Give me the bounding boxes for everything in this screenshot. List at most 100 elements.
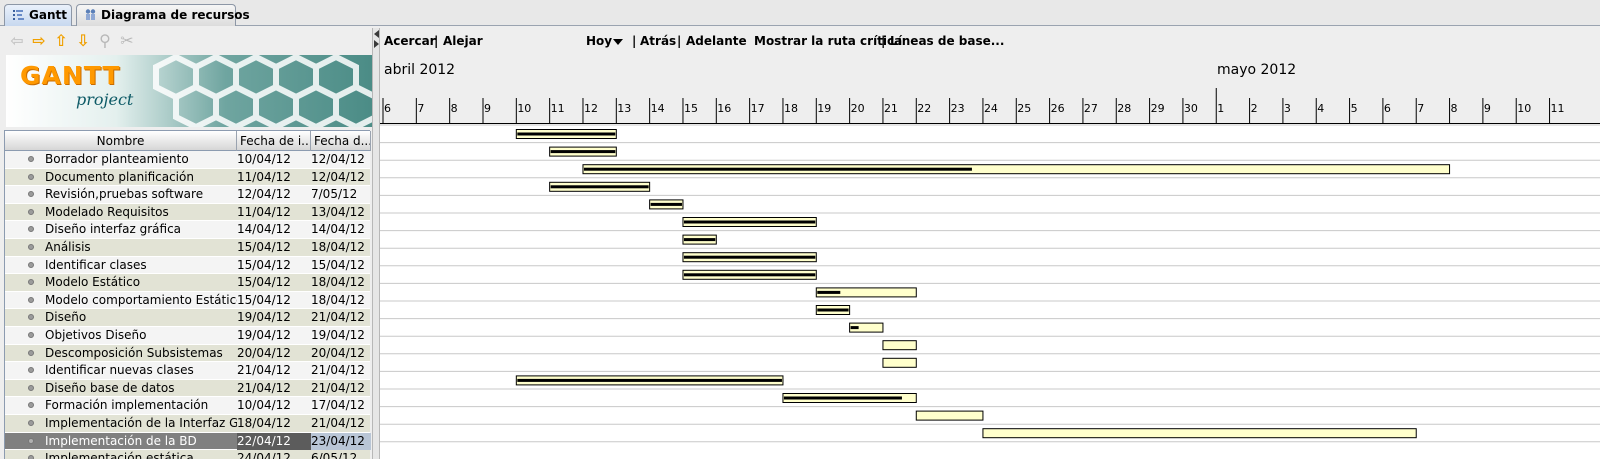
task-name[interactable]: Implementación de la Interfaz Grá...	[45, 415, 237, 430]
task-start-date[interactable]: 10/04/12	[237, 152, 291, 166]
table-row[interactable]: Diseño 19/04/12 21/04/12	[5, 309, 370, 327]
zoom-out-button[interactable]: Alejar	[443, 34, 483, 48]
arrow-down-icon[interactable]: ⇩	[76, 31, 90, 50]
back-button[interactable]: Atrás	[640, 34, 677, 48]
task-end-date[interactable]: 12/04/12	[311, 169, 365, 184]
task-end-date[interactable]: 7/05/12	[311, 187, 358, 202]
task-start-date[interactable]: 20/04/12	[237, 345, 291, 360]
table-row[interactable]: Modelo Estático 15/04/12 18/04/12	[5, 274, 370, 292]
task-name[interactable]: Identificar clases	[45, 257, 147, 272]
day-label: 14	[651, 102, 665, 115]
task-end-date[interactable]: 21/04/12	[311, 363, 365, 378]
table-row[interactable]: Análisis 15/04/12 18/04/12	[5, 238, 370, 257]
task-start-date[interactable]: 14/04/12	[237, 222, 291, 237]
task-bullet-icon	[28, 419, 34, 426]
task-name[interactable]: Implementación de la BD	[45, 433, 197, 448]
task-start-date[interactable]: 11/04/12	[237, 169, 291, 184]
critical-path-button[interactable]: Mostrar la ruta crítica	[754, 34, 903, 48]
task-name[interactable]: Identificar nuevas clases	[45, 363, 194, 378]
task-start-date[interactable]: 15/04/12	[237, 257, 291, 272]
tab-gantt[interactable]: Gantt	[4, 4, 72, 26]
task-start-date[interactable]: 19/04/12	[237, 327, 291, 342]
task-name[interactable]: Análisis	[45, 239, 91, 254]
table-row[interactable]: Diseño interfaz gráfica 14/04/12 14/04/12	[5, 221, 370, 239]
task-start-date[interactable]: 15/04/12	[237, 292, 291, 307]
task-name[interactable]: Modelo Estático	[45, 275, 141, 290]
collapse-left-icon[interactable]	[374, 30, 379, 38]
task-start-date[interactable]: 10/04/12	[237, 398, 291, 413]
column-header-start[interactable]: Fecha de i...	[237, 131, 311, 151]
task-name[interactable]: Modelo comportamiento Estático	[45, 292, 237, 307]
task-name[interactable]: Revisión,pruebas software	[45, 187, 204, 202]
task-name[interactable]: Objetivos Diseño	[45, 327, 147, 342]
task-end-date[interactable]: 19/04/12	[311, 327, 365, 342]
task-end-date[interactable]: 18/04/12	[311, 239, 365, 254]
column-header-end[interactable]: Fecha d...	[311, 131, 371, 151]
table-row[interactable]: Identificar clases 15/04/12 15/04/12	[5, 256, 370, 275]
task-start-date[interactable]: 18/04/12	[237, 415, 291, 430]
task-start-date[interactable]: 12/04/12	[237, 187, 291, 202]
task-start-date[interactable]: 24/04/12	[237, 451, 291, 459]
table-row[interactable]: Modelo comportamiento Estático 15/04/12 18…	[5, 291, 370, 310]
task-end-date[interactable]: 14/04/12	[311, 222, 365, 237]
table-row[interactable]: Identificar nuevas clases 21/04/12 21/04/1…	[5, 362, 370, 380]
task-name[interactable]: Diseño base de datos	[45, 380, 175, 395]
table-row[interactable]: Borrador planteamiento 10/04/12 12/04/12	[5, 151, 370, 169]
task-name[interactable]: Borrador planteamiento	[45, 152, 189, 166]
forward-button[interactable]: Adelante	[686, 34, 747, 48]
task-name[interactable]: Implementación estática	[45, 451, 194, 459]
task-name[interactable]: Documento planificación	[45, 169, 194, 184]
task-name[interactable]: Formación implementación	[45, 398, 209, 413]
chevron-down-icon[interactable]	[613, 39, 623, 45]
task-end-date[interactable]: 20/04/12	[311, 345, 365, 360]
task-end-date[interactable]: 21/04/12	[311, 310, 365, 325]
gantt-chart-canvas[interactable]: 6 7 8 9 10 11 12 13 14 15 16 17 18 19 20 21 22 23 24 25 26 27…	[380, 88, 1600, 459]
table-row[interactable]: Modelado Requisitos 11/04/12 13/04/12	[5, 203, 370, 222]
task-name[interactable]: Diseño	[45, 310, 87, 325]
table-row[interactable]: Objetivos Diseño 19/04/12 19/04/12	[5, 326, 370, 345]
task-start-date[interactable]: 19/04/12	[237, 310, 291, 325]
table-row[interactable]: Documento planificación 11/04/12 12/04/12	[5, 168, 370, 187]
task-end-date[interactable]: 23/04/12	[311, 432, 371, 450]
task-progress-bar	[517, 132, 616, 136]
unlink-icon[interactable]: ✂	[120, 31, 134, 50]
task-end-date[interactable]: 12/04/12	[311, 152, 365, 166]
task-start-date[interactable]: 15/04/12	[237, 239, 291, 254]
today-button[interactable]: Hoy	[586, 34, 613, 48]
task-progress-bar	[850, 326, 859, 330]
link-icon[interactable]: ⚲	[99, 31, 111, 50]
task-end-date[interactable]: 13/04/12	[311, 204, 365, 219]
table-row[interactable]: Descomposición Subsistemas 20/04/12 20/04/…	[5, 344, 370, 363]
task-start-date[interactable]: 11/04/12	[237, 204, 291, 219]
task-end-date[interactable]: 6/05/12	[311, 451, 358, 459]
table-row[interactable]: Implementación de la BD 22/04/12 23/04/12	[5, 432, 371, 451]
task-start-date[interactable]: 21/04/12	[237, 380, 291, 395]
arrow-left-icon[interactable]: ⇦	[10, 31, 24, 50]
task-end-date[interactable]: 21/04/12	[311, 415, 365, 430]
task-end-date[interactable]: 18/04/12	[311, 275, 365, 290]
column-header-name[interactable]: Nombre	[5, 131, 237, 151]
task-start-date[interactable]: 15/04/12	[237, 275, 291, 290]
task-name[interactable]: Modelado Requisitos	[45, 204, 169, 219]
zoom-in-button[interactable]: Acercar	[384, 34, 436, 48]
table-row[interactable]: Formación implementación 10/04/12 17/04/12	[5, 397, 370, 415]
collapse-right-icon[interactable]	[374, 40, 379, 48]
pane-splitter[interactable]	[372, 28, 380, 459]
task-name[interactable]: Descomposición Subsistemas	[45, 345, 223, 360]
task-end-date[interactable]: 15/04/12	[311, 257, 365, 272]
table-row[interactable]: Diseño base de datos 21/04/12 21/04/12	[5, 379, 370, 398]
task-start-date[interactable]: 22/04/12	[237, 432, 311, 450]
task-name[interactable]: Diseño interfaz gráfica	[45, 222, 182, 237]
task-start-date[interactable]: 21/04/12	[237, 363, 291, 378]
task-end-date[interactable]: 17/04/12	[311, 398, 365, 413]
table-row[interactable]: Implementación estática 24/04/12 6/05/12	[5, 450, 370, 459]
arrow-up-icon[interactable]: ⇧	[54, 31, 68, 50]
tab-resources[interactable]: Diagrama de recursos	[76, 4, 250, 26]
day-label: 7	[1417, 102, 1424, 115]
baselines-button[interactable]: Líneas de base...	[890, 34, 1005, 48]
task-end-date[interactable]: 21/04/12	[311, 380, 365, 395]
arrow-right-icon[interactable]: ⇨	[32, 31, 46, 50]
task-end-date[interactable]: 18/04/12	[311, 292, 365, 307]
table-row[interactable]: Revisión,pruebas software 12/04/12 7/05/12	[5, 186, 370, 204]
table-row[interactable]: Implementación de la Interfaz Grá...18/0…	[5, 414, 370, 433]
